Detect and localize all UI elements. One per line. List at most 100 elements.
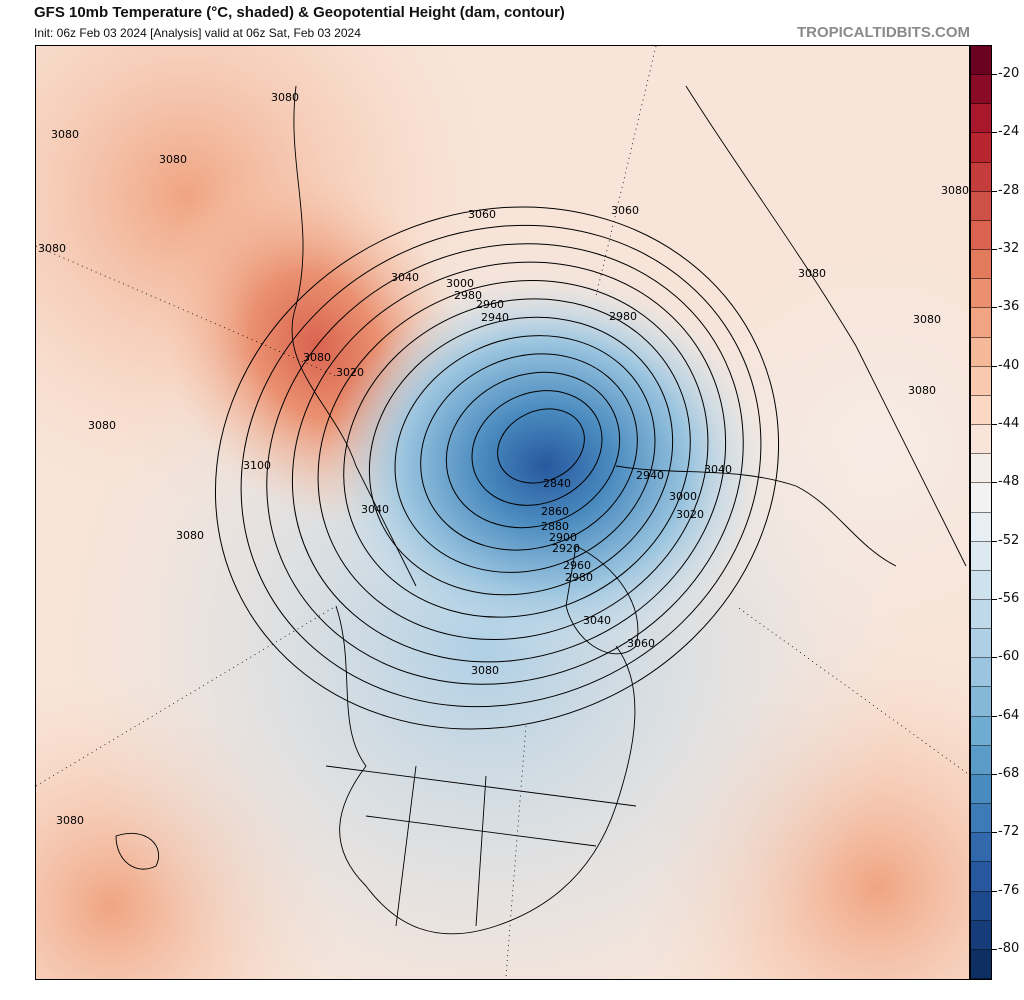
colorbar-tick	[992, 424, 997, 426]
colorbar-segment	[971, 804, 991, 834]
latitude-longitude-grid	[36, 46, 969, 977]
colorbar-tick	[992, 598, 997, 600]
hawaii-island	[115, 832, 160, 870]
contour-label: 3040	[704, 463, 732, 476]
contour-2860	[471, 390, 603, 506]
colorbar-segment	[971, 162, 991, 192]
colorbar-tick	[992, 832, 997, 834]
colorbar-label: -60	[998, 649, 1020, 665]
colorbar-tick	[992, 773, 997, 775]
colorbar-segment	[971, 920, 991, 950]
colorbar-label: -28	[998, 182, 1020, 198]
colorbar-segment	[971, 949, 991, 979]
colorbar-segment	[971, 279, 991, 309]
polar-vortex-cold-core	[326, 276, 766, 656]
contour-label: 3040	[361, 503, 389, 516]
contour-label: 3080	[176, 529, 204, 542]
colorbar-segment	[971, 570, 991, 600]
colorbar-segment	[971, 891, 991, 921]
contour-3000	[291, 261, 727, 663]
colorbar-tick	[992, 948, 997, 950]
map-subtitle: Init: 06z Feb 03 2024 [Analysis] valid a…	[34, 26, 361, 40]
contour-label: 2980	[609, 310, 637, 323]
colorbar-segment	[971, 191, 991, 221]
contour-2940	[368, 316, 674, 596]
contour-label: 2980	[565, 571, 593, 584]
contour-label: 3000	[669, 490, 697, 503]
colorbar-tick	[992, 190, 997, 192]
colorbar-segment	[971, 716, 991, 746]
contour-label: 3100	[243, 459, 271, 472]
contour-label: 2980	[454, 289, 482, 302]
colorbar-tick	[992, 74, 997, 76]
contour-label: 3080	[56, 814, 84, 827]
colorbar-segment	[971, 745, 991, 775]
contour-label: 2940	[481, 311, 509, 324]
asia-pacific-coast	[291, 85, 417, 587]
eurasia-border	[685, 85, 967, 567]
contour-label: 3080	[913, 313, 941, 326]
state-borders	[325, 765, 637, 927]
contour-2880	[445, 371, 621, 529]
colorbar-label: -80	[998, 940, 1020, 956]
colorbar-segment	[971, 220, 991, 251]
contour-label: 2960	[476, 298, 504, 311]
contour-label: 3080	[941, 184, 969, 197]
colorbar-label: -68	[998, 765, 1020, 781]
colorbar-segment	[971, 483, 991, 513]
colorbar-tick	[992, 132, 997, 134]
colorbar-segment	[971, 133, 991, 163]
contour-label: 3040	[391, 271, 419, 284]
colorbar-tick	[992, 540, 997, 542]
contour-label: 3080	[303, 351, 331, 364]
contour-label: 3080	[88, 419, 116, 432]
contour-label: 3080	[271, 91, 299, 104]
colorbar-segment	[971, 250, 991, 280]
contour-3060	[214, 206, 780, 730]
colorbar-segment	[971, 833, 991, 863]
colorbar-segment	[971, 366, 991, 396]
contour-label: 2840	[543, 477, 571, 490]
colorbar	[970, 45, 992, 980]
contour-label: 3000	[446, 277, 474, 290]
colorbar-segment	[971, 425, 991, 455]
colorbar-segment	[971, 862, 991, 892]
contour-label: 3080	[51, 128, 79, 141]
colorbar-segment	[971, 454, 991, 484]
contour-2960	[343, 298, 691, 618]
temperature-height-map: 3080 3080 3080 3080 3060 3080 3060 3040 3000 2980…	[35, 45, 970, 980]
contour-2840	[497, 408, 585, 484]
colorbar-tick	[992, 307, 997, 309]
colorbar-segment	[971, 395, 991, 426]
contour-2900	[420, 353, 638, 551]
contour-3040	[240, 224, 762, 708]
colorbar-segment	[971, 512, 991, 542]
colorbar-tick	[992, 365, 997, 367]
brand-watermark: TROPICALTIDBITS.COM	[796, 24, 970, 41]
contour-label: 3080	[159, 153, 187, 166]
contour-label: 3060	[611, 204, 639, 217]
contour-label: 3020	[336, 366, 364, 379]
colorbar-label: -48	[998, 474, 1020, 490]
colorbar-label: -24	[998, 124, 1020, 140]
contour-label: 2940	[636, 469, 664, 482]
colorbar-label: -36	[998, 299, 1020, 315]
colorbar-segment	[971, 75, 991, 105]
greenland-coast	[565, 545, 639, 655]
contour-label: 2920	[552, 542, 580, 555]
colorbar-label: -20	[998, 66, 1020, 82]
colorbar-label: -52	[998, 532, 1020, 548]
colorbar-tick	[992, 715, 997, 717]
contour-label: 3020	[676, 508, 704, 521]
map-title: GFS 10mb Temperature (°C, shaded) & Geop…	[34, 4, 565, 21]
colorbar-tick	[992, 657, 997, 659]
colorbar-label: -56	[998, 590, 1020, 606]
contour-2980	[317, 279, 709, 641]
colorbar-tick	[992, 249, 997, 251]
colorbar-segment	[971, 599, 991, 630]
europe-coast	[615, 465, 897, 567]
colorbar-tick	[992, 890, 997, 892]
colorbar-segment	[971, 308, 991, 338]
